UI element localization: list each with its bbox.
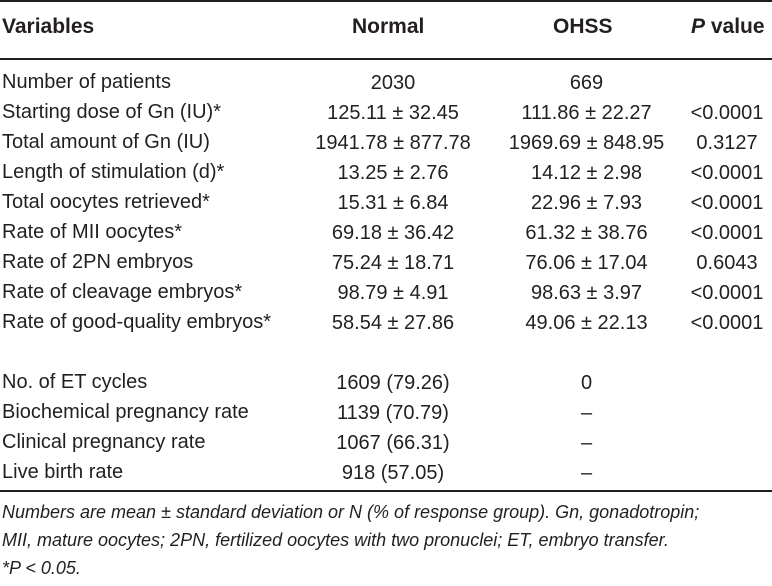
header-p-rest: value bbox=[705, 15, 765, 38]
footnote-line-3: *P < 0.05. bbox=[2, 558, 81, 578]
row-ohss-value: 98.63 ± 3.97 bbox=[530, 282, 643, 304]
row-ohss-value: 14.12 ± 2.98 bbox=[530, 162, 643, 184]
row-p-value: <0.0001 bbox=[690, 102, 764, 124]
row-variable: Number of patients bbox=[2, 71, 171, 93]
row-variable: Rate of good-quality embryos* bbox=[2, 311, 272, 333]
row-normal-value: 98.79 ± 4.91 bbox=[337, 282, 449, 304]
row-ohss-value: 22.96 ± 7.93 bbox=[530, 192, 643, 214]
row-ohss-value: – bbox=[580, 432, 593, 454]
table-row: Rate of cleavage embryos* 98.79 ± 4.91 98.… bbox=[0, 278, 772, 308]
row-variable: No. of ET cycles bbox=[2, 371, 148, 393]
table-row: Starting dose of Gn (IU)* 125.11 ± 32.45 1… bbox=[0, 98, 772, 128]
row-p-value: <0.0001 bbox=[690, 222, 764, 244]
row-p-value: <0.0001 bbox=[690, 192, 764, 214]
table-bottom-rule bbox=[0, 490, 772, 492]
row-normal-value: 918 (57.05) bbox=[341, 462, 445, 484]
header-p-value: P value bbox=[691, 13, 765, 41]
table-row: Rate of good-quality embryos* 58.54 ± 27.… bbox=[0, 308, 772, 366]
table-top-rule bbox=[0, 0, 772, 2]
row-normal-value: 69.18 ± 36.42 bbox=[331, 222, 455, 244]
table-row: No. of ET cycles 1609 (79.26) 0 bbox=[0, 368, 772, 398]
row-variable: Rate of MII oocytes* bbox=[2, 221, 183, 243]
row-variable: Rate of cleavage embryos* bbox=[2, 281, 243, 303]
row-variable: Length of stimulation (d)* bbox=[2, 161, 225, 183]
row-variable: Total oocytes retrieved* bbox=[2, 191, 210, 213]
row-normal-value: 1139 (70.79) bbox=[337, 402, 449, 424]
table-header-rule bbox=[0, 58, 772, 60]
row-normal-value: 13.25 ± 2.76 bbox=[337, 162, 449, 184]
row-variable: Biochemical pregnancy rate bbox=[2, 401, 249, 423]
row-p-value: <0.0001 bbox=[690, 312, 764, 334]
row-p-value: 0.6043 bbox=[696, 252, 758, 274]
header-normal: Normal bbox=[352, 15, 425, 38]
header-ohss: OHSS bbox=[553, 15, 613, 38]
row-ohss-value: 76.06 ± 17.04 bbox=[525, 252, 648, 274]
row-normal-value: 58.54 ± 27.86 bbox=[331, 312, 455, 334]
row-p-value: 0.3127 bbox=[696, 132, 758, 154]
row-ohss-value: – bbox=[580, 402, 593, 424]
table-row: Total amount of Gn (IU) 1941.78 ± 877.78 1… bbox=[0, 128, 772, 158]
table-footnote: Numbers are mean ± standard deviation or… bbox=[2, 498, 770, 582]
row-ohss-value: – bbox=[580, 462, 593, 484]
row-ohss-value: 669 bbox=[569, 72, 604, 94]
header-p-italic: P bbox=[691, 15, 706, 38]
row-variable: Live birth rate bbox=[2, 461, 124, 483]
row-ohss-value: 61.32 ± 38.76 bbox=[525, 222, 648, 244]
table-row: Total oocytes retrieved* 15.31 ± 6.84 22.9… bbox=[0, 188, 772, 218]
row-p-value: <0.0001 bbox=[690, 282, 764, 304]
footnote-line-1: Numbers are mean ± standard deviation or… bbox=[2, 502, 700, 522]
row-normal-value: 15.31 ± 6.84 bbox=[337, 192, 449, 214]
row-ohss-value: 1969.69 ± 848.95 bbox=[508, 132, 665, 154]
table-row: Biochemical pregnancy rate 1139 (70.79) – bbox=[0, 398, 772, 428]
row-normal-value: 1067 (66.31) bbox=[336, 432, 450, 454]
row-p-value: <0.0001 bbox=[690, 162, 764, 184]
table-row: Number of patients 2030 669 bbox=[0, 68, 772, 98]
table-row: Length of stimulation (d)* 13.25 ± 2.76 14… bbox=[0, 158, 772, 188]
row-normal-value: 125.11 ± 32.45 bbox=[327, 102, 459, 124]
table-row: Live birth rate 918 (57.05) – bbox=[0, 458, 772, 488]
row-variable: Total amount of Gn (IU) bbox=[2, 131, 210, 153]
row-variable: Starting dose of Gn (IU)* bbox=[2, 101, 221, 123]
table-row: Rate of 2PN embryos 75.24 ± 18.71 76.06 ± … bbox=[0, 248, 772, 278]
row-ohss-value: 49.06 ± 22.13 bbox=[525, 312, 648, 334]
row-variable: Clinical pregnancy rate bbox=[2, 431, 206, 453]
table-row: Rate of MII oocytes* 69.18 ± 36.42 61.32 ±… bbox=[0, 218, 772, 248]
row-normal-value: 1941.78 ± 877.78 bbox=[315, 132, 471, 154]
row-ohss-value: 0 bbox=[580, 372, 593, 394]
row-variable: Rate of 2PN embryos bbox=[2, 251, 194, 273]
row-normal-value: 2030 bbox=[370, 72, 416, 94]
row-normal-value: 1609 (79.26) bbox=[336, 372, 450, 394]
table-row: Clinical pregnancy rate 1067 (66.31) – bbox=[0, 428, 772, 458]
row-ohss-value: 111.86 ± 22.27 bbox=[521, 102, 652, 124]
footnote-line-2: MII, mature oocytes; 2PN, fertilized ooc… bbox=[2, 530, 669, 550]
row-normal-value: 75.24 ± 18.71 bbox=[331, 252, 455, 274]
header-variables: Variables bbox=[2, 15, 95, 38]
